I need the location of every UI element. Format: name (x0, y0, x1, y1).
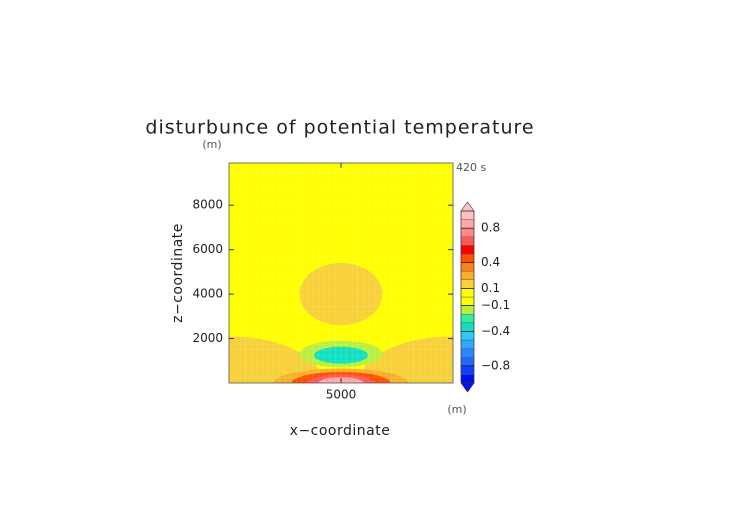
colorbar-band (460, 305, 475, 315)
colorbar-band (460, 288, 475, 298)
colorbar-band (460, 322, 475, 332)
colorbar-band (460, 227, 475, 237)
colorbar-band (460, 236, 475, 246)
colorbar-extend-bottom (460, 382, 475, 393)
colorbar-band (460, 314, 475, 324)
colorbar-tick-label: −0.8 (481, 358, 510, 372)
y-tick-label: 2000 (192, 331, 223, 345)
x-unit: (m) (447, 403, 466, 416)
contour-region (314, 346, 368, 364)
chart-title: disturbunce of potential temperature (145, 117, 534, 139)
colorbar-band (460, 253, 475, 263)
y-tick-label: 8000 (192, 198, 223, 212)
contour-region (358, 336, 453, 383)
x-axis-label: x−coordinate (290, 423, 391, 439)
colorbar-tick-label: 0.1 (481, 281, 500, 295)
y-tick-label: 4000 (192, 287, 223, 301)
y-unit: (m) (202, 138, 221, 151)
colorbar-band (460, 339, 475, 349)
colorbar-extend-top (460, 201, 475, 212)
colorbar-band (460, 365, 475, 375)
contour-region (229, 336, 324, 383)
colorbar-band (460, 210, 475, 220)
y-axis-label: z−coordinate (170, 223, 186, 323)
colorbar-band (460, 296, 475, 306)
colorbar-band (460, 219, 475, 229)
colorbar-band (460, 348, 475, 358)
y-tick-label: 6000 (192, 242, 223, 256)
colorbar-band (460, 271, 475, 281)
colorbar-tick-label: 0.8 (481, 221, 500, 235)
colorbar-band (460, 374, 475, 384)
colorbar-tick-label: 0.4 (481, 255, 500, 269)
colorbar-frame (460, 210, 475, 384)
x-tick-label: 5000 (326, 388, 357, 402)
colorbar-band (460, 262, 475, 272)
colorbar-band (460, 357, 475, 367)
colorbar-band (460, 331, 475, 341)
colorbar-tick-label: −0.4 (481, 324, 510, 338)
colorbar-band (460, 245, 475, 255)
colorbar-band (460, 279, 475, 289)
time-label: 420 s (456, 161, 486, 174)
colorbar-tick-label: −0.1 (481, 298, 510, 312)
contour-region (299, 263, 383, 326)
contour-field (229, 163, 453, 383)
